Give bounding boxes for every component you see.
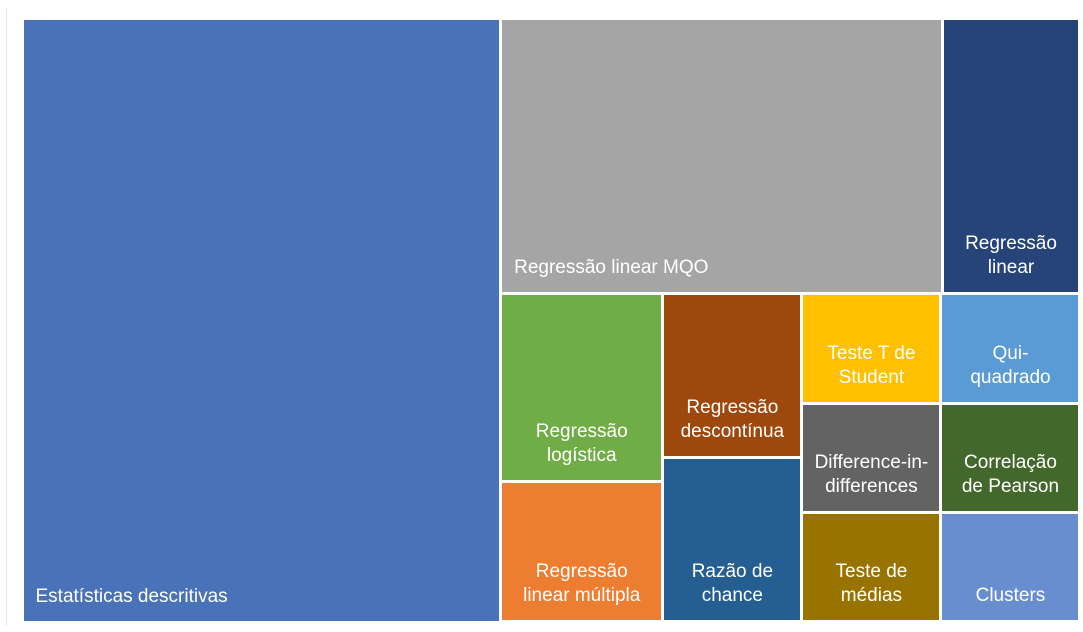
tile-label: Regressão descontínua (680, 397, 785, 443)
tile-label: Difference-in-differences (814, 452, 929, 498)
tile-label: Clusters (975, 585, 1046, 607)
tile-label: Regressão linear múltipla (523, 561, 641, 607)
tile-label: Regressão linear MQO (514, 257, 709, 279)
tile: Razão de chance (664, 459, 801, 621)
tile-label: Regressão linear (965, 233, 1057, 279)
tile: Regressão descontínua (664, 295, 801, 457)
tile-label: Teste de médias (835, 561, 908, 607)
frame-edge (6, 8, 7, 626)
tile: Difference-in-differences (803, 404, 940, 512)
tile: Teste T de Student (803, 295, 940, 402)
tile: Correlação de Pearson (942, 404, 1079, 512)
tile: Regressão linear múltipla (502, 482, 662, 621)
tile-label: Teste T de Student (827, 342, 916, 388)
tile: Teste de médias (803, 514, 940, 621)
tile-label: Qui-quadrado (970, 342, 1051, 388)
tile-label: Correlação de Pearson (961, 452, 1060, 498)
tile: Estatísticas descritivas (23, 19, 500, 621)
tile: Regressão logística (502, 295, 662, 480)
tile-label: Razão de chance (691, 561, 774, 607)
tile: Regressão linear (943, 19, 1079, 293)
tile: Clusters (942, 514, 1079, 621)
tile: Qui-quadrado (942, 295, 1079, 402)
tile: Regressão linear MQO (502, 19, 941, 293)
tile-label: Regressão logística (535, 420, 628, 466)
tile-label: Estatísticas descritivas (35, 585, 228, 607)
